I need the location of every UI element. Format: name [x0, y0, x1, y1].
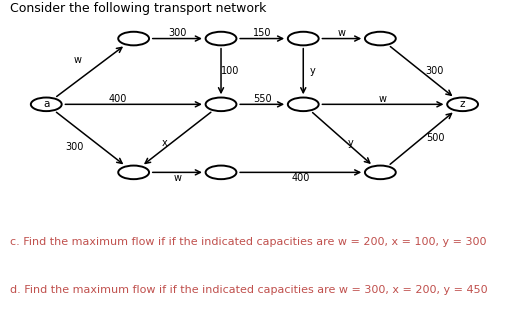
- Text: c. Find the maximum flow if if the indicated capacities are w = 200, x = 100, y : c. Find the maximum flow if if the indic…: [10, 237, 487, 247]
- Text: 400: 400: [291, 173, 310, 183]
- Circle shape: [118, 32, 149, 45]
- Text: a: a: [43, 99, 49, 109]
- Text: y: y: [309, 66, 316, 76]
- Circle shape: [288, 98, 319, 111]
- Circle shape: [365, 166, 396, 179]
- Circle shape: [206, 98, 236, 111]
- Text: w: w: [379, 94, 387, 104]
- Text: 300: 300: [65, 143, 84, 152]
- Text: w: w: [173, 173, 181, 183]
- Text: 150: 150: [253, 28, 271, 38]
- Text: 400: 400: [109, 94, 127, 104]
- Circle shape: [118, 166, 149, 179]
- Text: 100: 100: [221, 66, 240, 76]
- Text: w: w: [338, 28, 346, 38]
- Circle shape: [447, 98, 478, 111]
- Circle shape: [31, 98, 62, 111]
- Text: d. Find the maximum flow if if the indicated capacities are w = 300, x = 200, y : d. Find the maximum flow if if the indic…: [10, 285, 488, 295]
- Circle shape: [288, 32, 319, 45]
- Text: w: w: [73, 55, 81, 65]
- Text: y: y: [348, 138, 354, 148]
- Text: 300: 300: [168, 28, 187, 38]
- Text: x: x: [161, 138, 168, 148]
- Circle shape: [365, 32, 396, 45]
- Text: 500: 500: [427, 133, 445, 143]
- Circle shape: [206, 166, 236, 179]
- Text: Consider the following transport network: Consider the following transport network: [10, 2, 267, 15]
- Text: z: z: [460, 99, 465, 109]
- Circle shape: [206, 32, 236, 45]
- Text: 300: 300: [425, 66, 444, 76]
- Text: 550: 550: [253, 94, 271, 104]
